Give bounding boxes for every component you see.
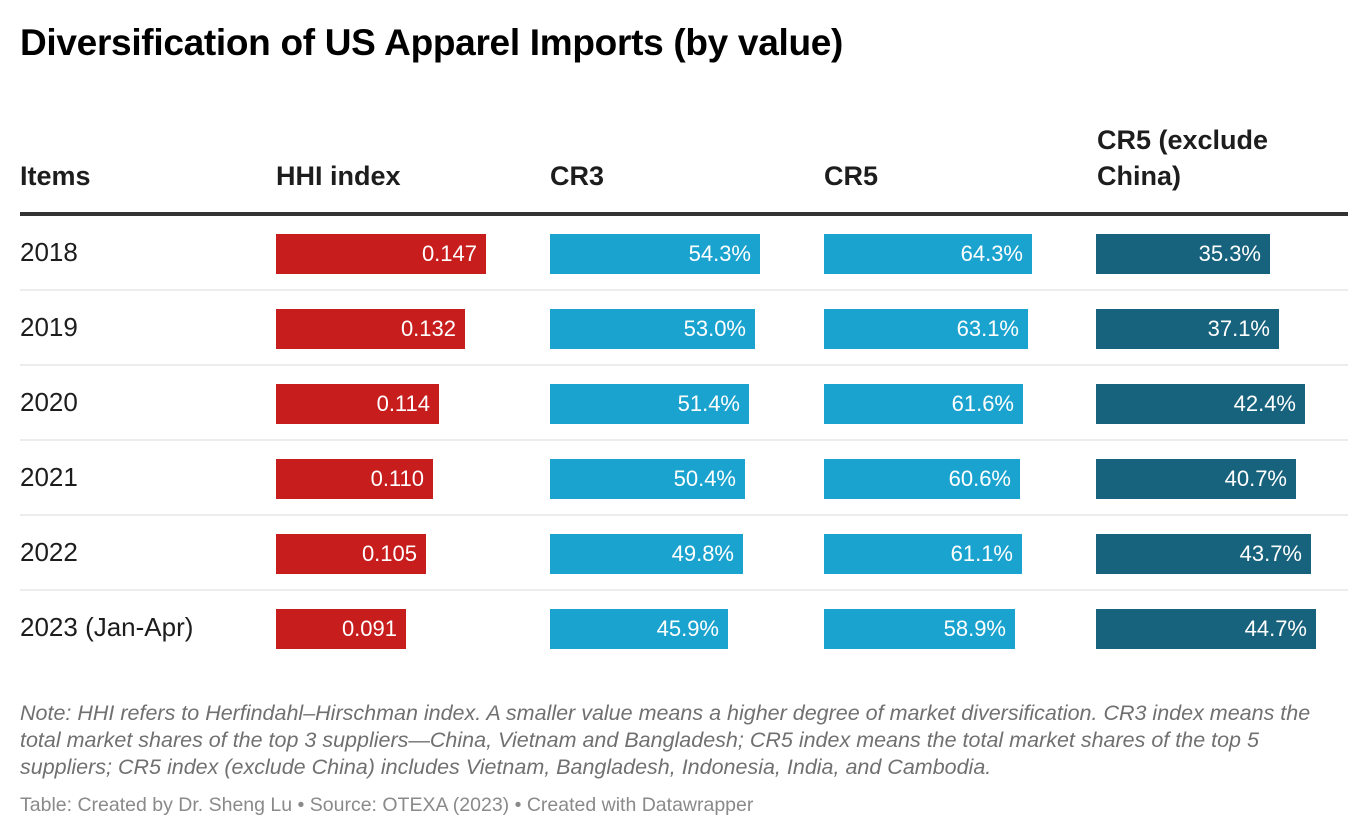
bar-value-label: 35.3% <box>1198 241 1261 266</box>
cr3-bar: 51.4% <box>550 384 749 424</box>
bar-value-label: 0.147 <box>421 241 477 266</box>
bar-value-label: 51.4% <box>677 391 740 416</box>
hhi-bar: 0.147 <box>276 234 486 274</box>
table-row: 2020 0.114 51.4% 61.6% 42.4% <box>20 366 1348 441</box>
row-label: 2023 (Jan-Apr) <box>20 612 194 642</box>
bar-value-label: 43.7% <box>1239 541 1302 566</box>
bar-value-label: 0.105 <box>361 541 417 566</box>
hhi-bar: 0.091 <box>276 609 406 649</box>
hhi-bar: 0.105 <box>276 534 426 574</box>
footnote: Note: HHI refers to Herfindahl–Hirschman… <box>20 701 1311 779</box>
cr3-bar: 45.9% <box>550 609 728 649</box>
table-body: 2018 0.147 54.3% 64.3% 35.3% 2019 0.132 53.0% 63… <box>20 216 1348 664</box>
row-label: 2019 <box>20 312 78 342</box>
bar-value-label: 60.6% <box>948 466 1011 491</box>
row-label: 2018 <box>20 237 78 267</box>
cr5-exclude-china-bar: 44.7% <box>1096 609 1316 649</box>
cr5-exclude-china-bar: 42.4% <box>1096 384 1305 424</box>
column-header-cr3: CR3 <box>550 161 605 191</box>
table-row: 2021 0.110 50.4% 60.6% 40.7% <box>20 441 1348 516</box>
cr5-bar: 60.6% <box>824 459 1020 499</box>
bar-value-label: 61.6% <box>951 391 1014 416</box>
cr3-bar: 53.0% <box>550 309 755 349</box>
bar-value-label: 61.1% <box>950 541 1013 566</box>
bar-value-label: 63.1% <box>956 316 1019 341</box>
row-label: 2020 <box>20 387 78 417</box>
column-header-hhi: HHI index <box>276 161 401 191</box>
bar-value-label: 64.3% <box>960 241 1023 266</box>
column-header-items: Items <box>20 161 91 191</box>
bar-value-label: 49.8% <box>671 541 734 566</box>
bar-value-label: 0.114 <box>376 391 430 416</box>
table-row: 2019 0.132 53.0% 63.1% 37.1% <box>20 291 1348 366</box>
cr5-bar: 61.1% <box>824 534 1022 574</box>
bar-value-label: 0.132 <box>400 316 456 341</box>
table-header: Items HHI index CR3 CR5 CR5 (exclude Chi… <box>20 120 1348 216</box>
source-credit: Table: Created by Dr. Sheng Lu • Source:… <box>20 794 754 816</box>
bar-value-label: 42.4% <box>1233 391 1296 416</box>
data-table: Items HHI index CR3 CR5 CR5 (exclude Chi… <box>20 120 1348 664</box>
column-header-cr5-exclude-china: CR5 (exclude China) <box>1097 125 1269 191</box>
table-row: 2023 (Jan-Apr) 0.091 45.9% 58.9% 44.7% <box>20 591 1348 664</box>
bar-value-label: 50.4% <box>673 466 736 491</box>
column-header-cr5: CR5 <box>824 161 879 191</box>
cr3-bar: 54.3% <box>550 234 760 274</box>
bar-value-label: 0.091 <box>341 616 397 641</box>
cr5-exclude-china-bar: 35.3% <box>1096 234 1270 274</box>
cr5-exclude-china-bar: 43.7% <box>1096 534 1311 574</box>
bar-value-label: 37.1% <box>1207 316 1270 341</box>
hhi-bar: 0.114 <box>276 384 439 424</box>
hhi-bar: 0.132 <box>276 309 465 349</box>
cr5-exclude-china-bar: 37.1% <box>1096 309 1279 349</box>
bar-value-label: 44.7% <box>1244 616 1307 641</box>
cr5-bar: 64.3% <box>824 234 1032 274</box>
hhi-bar: 0.110 <box>276 459 433 499</box>
cr5-bar: 58.9% <box>824 609 1015 649</box>
bar-value-label: 40.7% <box>1224 466 1287 491</box>
cr5-bar: 61.6% <box>824 384 1023 424</box>
cr5-bar: 63.1% <box>824 309 1028 349</box>
bar-value-label: 0.110 <box>370 466 424 491</box>
bar-value-label: 54.3% <box>688 241 751 266</box>
row-label: 2022 <box>20 537 78 567</box>
row-label: 2021 <box>20 462 78 492</box>
cr3-bar: 50.4% <box>550 459 745 499</box>
bar-value-label: 58.9% <box>943 616 1006 641</box>
table-row: 2022 0.105 49.8% 61.1% 43.7% <box>20 516 1348 591</box>
bar-value-label: 53.0% <box>683 316 746 341</box>
bar-value-label: 45.9% <box>656 616 719 641</box>
table-row: 2018 0.147 54.3% 64.3% 35.3% <box>20 216 1348 291</box>
chart-title: Diversification of US Apparel Imports (b… <box>20 22 844 63</box>
cr3-bar: 49.8% <box>550 534 743 574</box>
cr5-exclude-china-bar: 40.7% <box>1096 459 1296 499</box>
